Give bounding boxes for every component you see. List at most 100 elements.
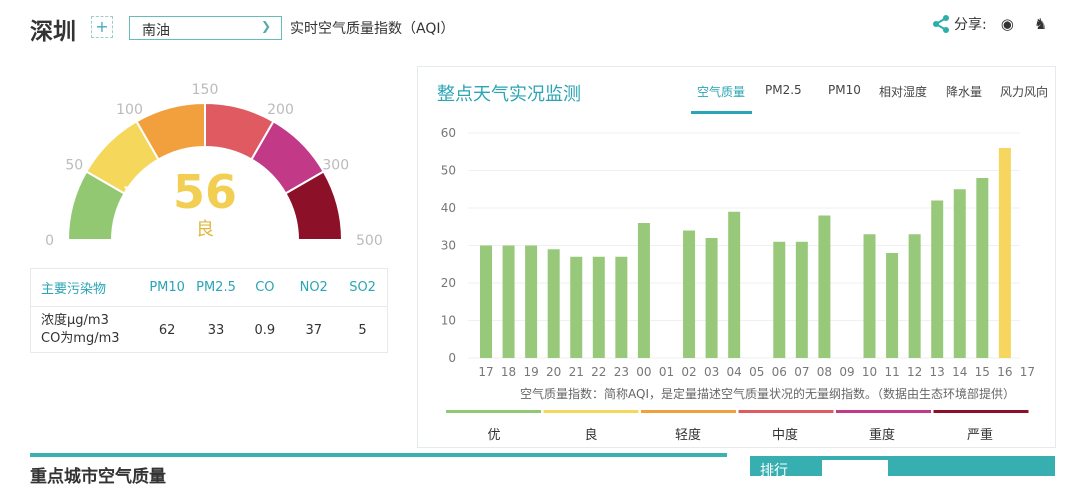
level-color-segment — [836, 410, 931, 413]
x-tick-label: 12 — [907, 365, 922, 379]
gauge-segment — [284, 170, 344, 241]
chevron-down-icon: ❯ — [260, 19, 271, 33]
share-bar: 分享: ◉ ♞ — [932, 14, 1047, 34]
gauge-tick-label: 150 — [192, 82, 219, 98]
bar — [525, 245, 538, 358]
tab-pm25[interactable]: PM2.5 — [765, 83, 802, 97]
gauge-tick-label: 500 — [356, 233, 383, 249]
gauge-tick-label: 0 — [45, 233, 54, 249]
pollutant-value: 33 — [207, 322, 225, 338]
panel-title: 整点天气实况监测 — [437, 84, 581, 105]
active-tab-indicator — [691, 111, 752, 114]
gauge-pointer — [124, 186, 139, 200]
bar — [705, 238, 718, 358]
y-tick-label: 40 — [441, 201, 456, 215]
pollutant-value: 37 — [305, 322, 322, 338]
x-tick-label: 23 — [614, 365, 629, 379]
pollutant-header: 主要污染物 — [41, 282, 107, 297]
y-tick-label: 50 — [441, 164, 456, 178]
pollutant-name: CO — [255, 280, 275, 295]
bar — [998, 148, 1011, 358]
tab-humidity[interactable]: 相对湿度 — [879, 85, 928, 99]
ranking-tab[interactable] — [822, 460, 888, 480]
x-tick-label: 15 — [975, 365, 990, 379]
aqi-bar-chart: 0 10 20 30 40 50 60 17 18 19 20 21 22 23 00 01 02 03 04 05 0… — [441, 126, 1035, 379]
bar — [570, 256, 583, 358]
x-tick-label: 20 — [546, 365, 561, 379]
bar — [931, 200, 944, 358]
level-label: 良 — [584, 428, 598, 443]
ranking-header: 排行 — [750, 456, 1055, 480]
tab-air-quality[interactable]: 空气质量 — [697, 85, 746, 99]
bar — [728, 211, 741, 358]
bar — [592, 256, 605, 358]
x-tick-label: 06 — [772, 365, 787, 379]
bar — [818, 215, 831, 358]
x-tick-label: 22 — [591, 365, 606, 379]
bar — [637, 223, 650, 358]
pollutant-value: 0.9 — [254, 322, 276, 338]
weather-panel — [417, 66, 1056, 448]
y-tick-label: 20 — [441, 276, 456, 290]
bar — [795, 241, 808, 358]
level-label: 严重 — [966, 428, 993, 443]
bar — [886, 253, 899, 358]
level-color-segment — [933, 410, 1029, 413]
x-tick-label: 02 — [681, 365, 696, 379]
level-color-bar — [446, 410, 1029, 413]
bar — [502, 245, 515, 358]
y-tick-label: 0 — [448, 351, 456, 365]
aqi-note: 空气质量指数：简称AQI，是定量描述空气质量状况的无量纲指数。（数据由生态环境部… — [520, 387, 1015, 401]
level-color-segment — [543, 410, 639, 413]
pollutant-name: NO2 — [299, 280, 328, 295]
section-divider — [30, 453, 727, 457]
x-tick-label: 01 — [659, 365, 674, 379]
pollutant-name: PM10 — [149, 280, 185, 295]
bar — [908, 234, 921, 358]
unit-line: CO为mg/m3 — [41, 331, 120, 346]
add-city-button[interactable]: + — [91, 16, 113, 38]
aqi-title: 实时空气质量指数（AQI） — [290, 21, 455, 37]
gauge-tick-label: 200 — [267, 102, 294, 118]
level-label: 中度 — [771, 428, 798, 443]
x-tick-label: 04 — [727, 365, 742, 379]
city-name: 深圳 — [30, 19, 76, 45]
gauge-tick-label: 50 — [65, 158, 83, 174]
y-tick-label: 10 — [441, 314, 456, 328]
bar — [683, 230, 696, 358]
unit-line: 浓度μg/m3 — [41, 313, 109, 328]
bar — [547, 249, 560, 358]
bar — [615, 256, 628, 358]
x-tick-label: 14 — [952, 365, 967, 379]
gauge-tick-label: 100 — [116, 102, 143, 118]
aqi-value: 56 — [172, 165, 237, 219]
x-tick-label: 17 — [1020, 365, 1035, 379]
weibo-icon[interactable]: ◉ — [1000, 15, 1014, 33]
bar — [976, 178, 989, 358]
level-color-segment — [446, 410, 541, 413]
station-select[interactable]: 南油 ❯ — [129, 16, 282, 40]
level-label: 重度 — [868, 428, 895, 443]
x-tick-label: 05 — [749, 365, 764, 379]
level-label: 优 — [487, 428, 501, 443]
share-icon[interactable] — [932, 15, 950, 33]
bar — [863, 234, 876, 358]
level-label: 轻度 — [674, 428, 701, 443]
x-tick-label: 00 — [636, 365, 651, 379]
x-tick-label: 17 — [478, 365, 493, 379]
level-color-segment — [738, 410, 834, 413]
share-label: 分享: — [954, 17, 987, 33]
qq-icon[interactable]: ♞ — [1033, 15, 1048, 33]
y-tick-label: 30 — [441, 239, 456, 253]
bar — [953, 189, 966, 358]
y-tick-label: 60 — [441, 126, 456, 140]
x-tick-label: 11 — [884, 365, 899, 379]
tab-wind[interactable]: 风力风向 — [1000, 85, 1049, 99]
bar — [773, 241, 786, 358]
x-tick-label: 16 — [997, 365, 1012, 379]
tab-pm10[interactable]: PM10 — [828, 83, 861, 97]
tab-precipitation[interactable]: 降水量 — [946, 85, 983, 99]
x-tick-label: 10 — [862, 365, 877, 379]
pollutant-table: 主要污染物 PM10 PM2.5 CO NO2 SO2 浓度μg/m3 CO为mg… — [30, 268, 388, 353]
pollutant-name: PM2.5 — [196, 280, 236, 295]
